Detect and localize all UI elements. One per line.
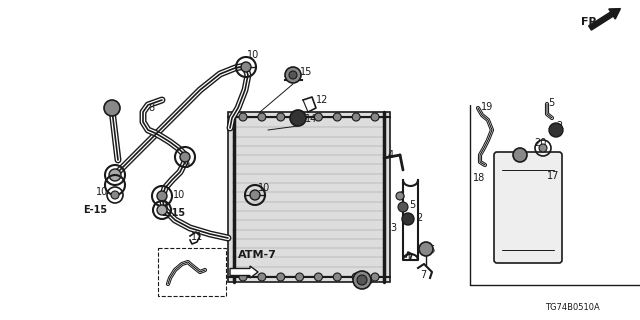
Circle shape <box>513 148 527 162</box>
Text: ATM-7: ATM-7 <box>238 250 277 260</box>
Text: 10: 10 <box>247 50 259 60</box>
Circle shape <box>258 113 266 121</box>
Circle shape <box>333 113 341 121</box>
Text: FR.: FR. <box>581 17 602 27</box>
Text: 17: 17 <box>547 171 559 181</box>
Text: 6: 6 <box>398 191 404 201</box>
Text: 3: 3 <box>390 223 396 233</box>
Text: 10: 10 <box>258 183 270 193</box>
Circle shape <box>289 71 297 79</box>
Circle shape <box>258 273 266 281</box>
Bar <box>228 112 390 282</box>
Text: 14: 14 <box>305 114 317 124</box>
Circle shape <box>296 273 303 281</box>
Circle shape <box>352 273 360 281</box>
Circle shape <box>549 123 563 137</box>
Circle shape <box>250 190 260 200</box>
Circle shape <box>419 242 433 256</box>
Text: 7: 7 <box>420 270 426 280</box>
Circle shape <box>539 144 547 152</box>
Circle shape <box>398 202 408 212</box>
Circle shape <box>396 192 404 200</box>
Text: 5: 5 <box>409 200 415 210</box>
Bar <box>158 248 226 296</box>
Circle shape <box>157 205 167 215</box>
Text: 18: 18 <box>473 173 485 183</box>
Text: 12: 12 <box>316 95 328 105</box>
Text: 20: 20 <box>534 138 547 148</box>
Text: 8: 8 <box>148 103 154 113</box>
Circle shape <box>371 113 379 121</box>
Circle shape <box>239 273 247 281</box>
Circle shape <box>296 113 303 121</box>
Circle shape <box>371 273 379 281</box>
Circle shape <box>241 62 251 72</box>
Text: 2: 2 <box>556 121 563 131</box>
Text: TG74B0510A: TG74B0510A <box>545 302 600 311</box>
FancyArrow shape <box>589 9 620 30</box>
FancyArrow shape <box>230 266 258 278</box>
Circle shape <box>333 273 341 281</box>
Circle shape <box>357 275 367 285</box>
Text: 1: 1 <box>406 252 412 262</box>
Circle shape <box>402 213 414 225</box>
Text: E-15: E-15 <box>161 208 185 218</box>
FancyBboxPatch shape <box>494 152 562 263</box>
Circle shape <box>314 273 323 281</box>
Circle shape <box>290 110 306 126</box>
Text: E-15: E-15 <box>83 205 107 215</box>
Text: 15: 15 <box>300 67 312 77</box>
Text: 2: 2 <box>416 213 422 223</box>
Text: 19: 19 <box>481 102 493 112</box>
Circle shape <box>314 113 323 121</box>
Circle shape <box>285 67 301 83</box>
Circle shape <box>109 169 121 181</box>
Circle shape <box>352 113 360 121</box>
Text: 10: 10 <box>173 190 185 200</box>
Text: 4: 4 <box>388 150 394 160</box>
Circle shape <box>276 273 285 281</box>
Text: 11: 11 <box>191 232 204 242</box>
Circle shape <box>104 100 120 116</box>
Circle shape <box>239 113 247 121</box>
Circle shape <box>353 271 371 289</box>
Circle shape <box>111 191 119 199</box>
Text: 9: 9 <box>183 160 189 170</box>
Text: 16: 16 <box>424 245 436 255</box>
Circle shape <box>276 113 285 121</box>
Text: 5: 5 <box>548 98 554 108</box>
Circle shape <box>180 152 190 162</box>
Text: 10: 10 <box>96 187 108 197</box>
Text: 13: 13 <box>362 276 374 286</box>
Circle shape <box>157 191 167 201</box>
